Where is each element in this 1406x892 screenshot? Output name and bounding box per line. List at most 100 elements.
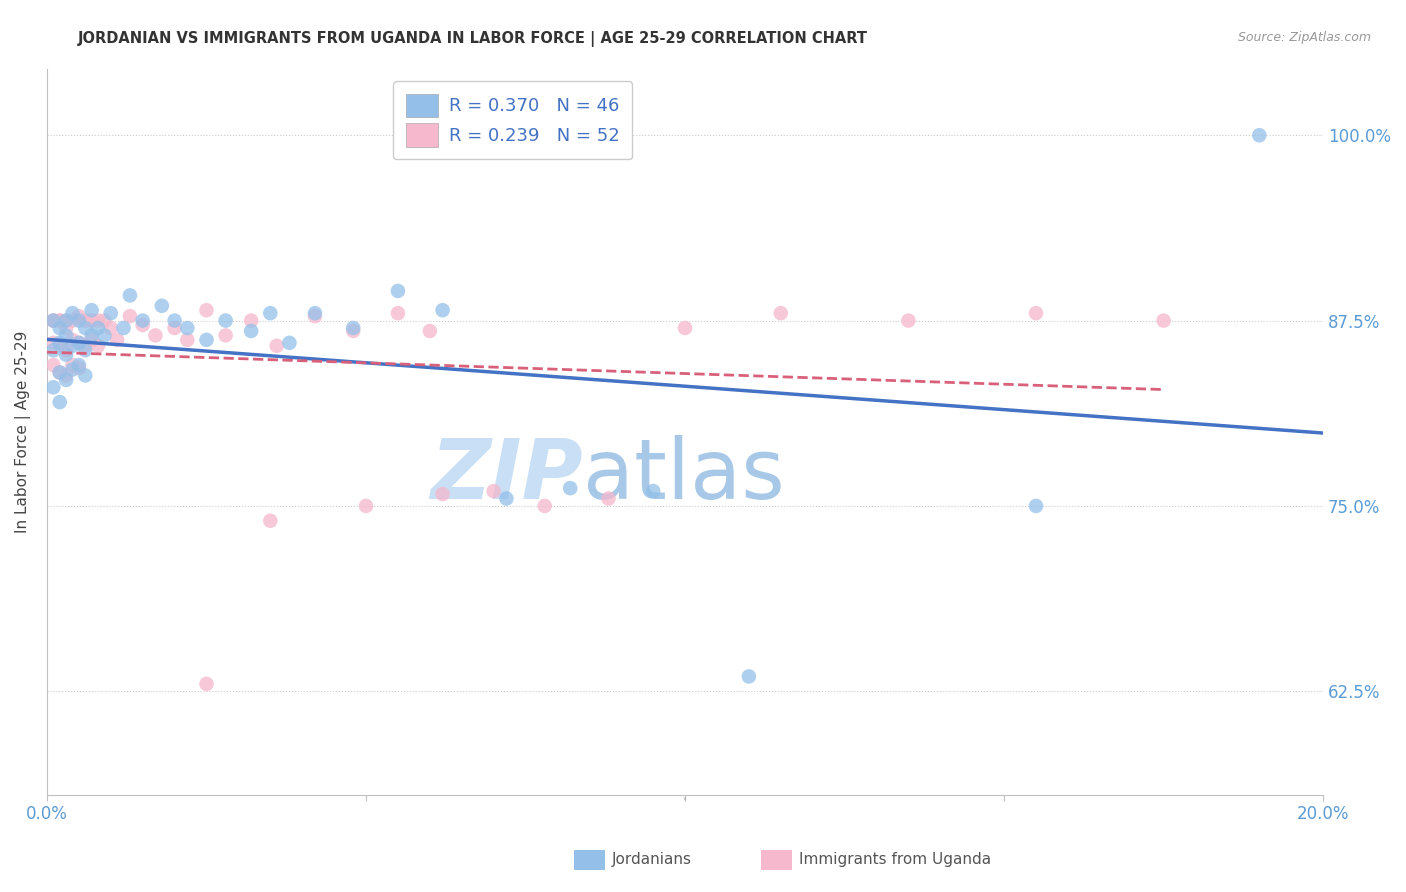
Point [55, 343, 77, 358]
Point [67, 335, 90, 350]
Point [55, 313, 77, 327]
Point [75, 368, 97, 383]
Point [55, 321, 77, 335]
Point [240, 324, 263, 338]
Point [176, 321, 198, 335]
Point [67, 309, 90, 323]
Point [131, 313, 153, 327]
Point [387, 284, 409, 298]
Point [87, 313, 110, 327]
Point [42, 358, 65, 372]
Point [48, 321, 70, 335]
Point [214, 313, 236, 327]
Point [42, 380, 65, 394]
Point [62, 362, 84, 376]
Text: atlas: atlas [583, 435, 785, 516]
Point [55, 313, 77, 327]
Point [62, 313, 84, 327]
Point [62, 333, 84, 347]
Point [55, 328, 77, 343]
Point [342, 324, 364, 338]
Point [55, 373, 77, 387]
Point [48, 366, 70, 380]
Point [1153, 313, 1175, 327]
Point [342, 321, 364, 335]
Point [145, 328, 167, 343]
Point [432, 303, 454, 318]
Point [354, 499, 377, 513]
Point [304, 309, 326, 323]
Point [87, 321, 110, 335]
Point [278, 335, 301, 350]
Point [266, 339, 288, 353]
Point [48, 335, 70, 350]
Point [105, 333, 128, 347]
Point [118, 309, 141, 323]
Point [67, 313, 90, 327]
Text: Source: ZipAtlas.com: Source: ZipAtlas.com [1237, 31, 1371, 45]
Point [897, 313, 920, 327]
Point [55, 348, 77, 362]
Point [80, 328, 103, 343]
Text: Jordanians: Jordanians [612, 853, 692, 867]
Point [482, 484, 505, 499]
Point [214, 328, 236, 343]
Point [42, 335, 65, 350]
Point [1025, 499, 1047, 513]
Point [42, 313, 65, 327]
Point [163, 321, 186, 335]
Point [67, 361, 90, 376]
Point [131, 318, 153, 332]
Point [48, 366, 70, 380]
Point [195, 333, 218, 347]
Point [150, 299, 173, 313]
Text: JORDANIAN VS IMMIGRANTS FROM UGANDA IN LABOR FORCE | AGE 25-29 CORRELATION CHART: JORDANIAN VS IMMIGRANTS FROM UGANDA IN L… [77, 31, 868, 47]
Point [75, 339, 97, 353]
Point [738, 669, 761, 683]
Point [259, 514, 281, 528]
Point [42, 313, 65, 327]
Text: ZIP: ZIP [430, 435, 583, 516]
Point [100, 321, 122, 335]
Point [75, 343, 97, 358]
Point [195, 677, 218, 691]
Point [48, 313, 70, 327]
Point [62, 306, 84, 320]
Point [163, 313, 186, 327]
Point [598, 491, 620, 506]
Point [93, 313, 115, 327]
Point [48, 395, 70, 409]
Point [80, 313, 103, 327]
Point [176, 333, 198, 347]
Point [62, 358, 84, 372]
Point [495, 491, 517, 506]
Point [387, 306, 409, 320]
Point [769, 306, 792, 320]
Point [195, 303, 218, 318]
Point [100, 306, 122, 320]
Point [118, 288, 141, 302]
Point [533, 499, 555, 513]
Point [93, 328, 115, 343]
Y-axis label: In Labor Force | Age 25-29: In Labor Force | Age 25-29 [15, 331, 31, 533]
Text: Immigrants from Uganda: Immigrants from Uganda [799, 853, 991, 867]
Point [62, 339, 84, 353]
Point [673, 321, 696, 335]
Point [80, 303, 103, 318]
Point [48, 339, 70, 353]
Legend: R = 0.370   N = 46, R = 0.239   N = 52: R = 0.370 N = 46, R = 0.239 N = 52 [394, 81, 633, 159]
Point [1025, 306, 1047, 320]
Point [304, 306, 326, 320]
Point [259, 306, 281, 320]
Point [560, 481, 582, 495]
Point [112, 321, 135, 335]
Point [42, 313, 65, 327]
Point [419, 324, 441, 338]
Point [42, 343, 65, 358]
Point [55, 368, 77, 383]
Point [240, 313, 263, 327]
Point [1249, 128, 1271, 143]
Point [75, 321, 97, 335]
Point [87, 339, 110, 353]
Point [48, 313, 70, 327]
